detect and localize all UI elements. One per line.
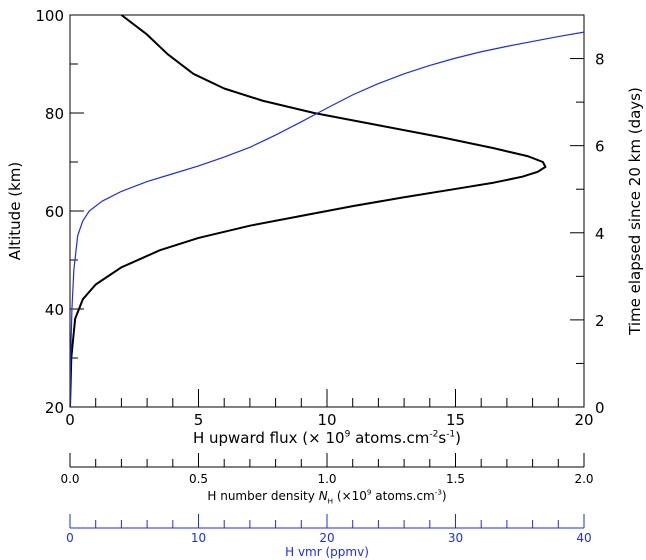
y-axis-right-label: Time elapsed since 20 km (days) xyxy=(626,87,644,336)
x-axis-label-part: H upward flux (× 10 xyxy=(193,429,345,447)
x-axis-label-part: 9 xyxy=(367,488,372,497)
x-axis-label-part: ) xyxy=(442,489,447,503)
x-density-tick-label: 1.5 xyxy=(446,472,465,486)
x-axis-label: H upward flux (× 109 atoms.cm-2s-1) xyxy=(193,429,461,447)
x-axis-label-part: 9 xyxy=(345,429,351,439)
series-line-flux xyxy=(70,15,547,407)
x-density-tick-label: 0.5 xyxy=(189,472,208,486)
series-line-vmr xyxy=(70,31,584,407)
x-vmr-tick-label: 0 xyxy=(66,531,74,545)
x-vmr-tick-label: 20 xyxy=(319,531,334,545)
x-flux-tick-label: 15 xyxy=(446,411,465,429)
x-axis-label: H number density NH (×109 atoms.cm-3) xyxy=(207,488,446,506)
y-left-tick-label: 100 xyxy=(35,7,64,25)
x-axis-label-part: -2 xyxy=(429,429,438,439)
x-axis-label-part: H vmr (ppmv) xyxy=(285,545,369,559)
x-vmr-tick-label: 30 xyxy=(448,531,463,545)
y-right-tick-label: 8 xyxy=(595,51,605,69)
x-axis-label-part: s xyxy=(438,429,446,447)
x-flux-tick-label: 0 xyxy=(65,411,75,429)
y-right-tick-label: 6 xyxy=(595,138,605,156)
x-vmr-tick-label: 40 xyxy=(576,531,591,545)
x-axis-label-part: atoms.cm xyxy=(371,489,434,503)
x-axis-label-part: ) xyxy=(455,429,461,447)
x-vmr-tick-label: 10 xyxy=(191,531,206,545)
x-axis-label-part: -1 xyxy=(446,429,455,439)
x-density-tick-label: 0.0 xyxy=(60,472,79,486)
y-axis-left-label: Altitude (km) xyxy=(6,162,24,260)
x-axis-label: H vmr (ppmv) xyxy=(285,545,369,559)
x-density-tick-label: 1.0 xyxy=(317,472,336,486)
y-left-tick-label: 80 xyxy=(45,105,64,123)
x-axis-vmr: 0 10 20 30 40 H vmr (ppmv) xyxy=(66,514,592,559)
x-axis-label-part: N xyxy=(319,489,328,503)
x-flux-tick-label: 5 xyxy=(194,411,204,429)
y-left-tick-label: 20 xyxy=(45,399,64,417)
x-flux-tick-label: 20 xyxy=(574,411,593,429)
x-axis-label-part: H number density xyxy=(207,489,318,503)
y-right-tick-label: 0 xyxy=(595,399,605,417)
x-axis-label-part: atoms.cm xyxy=(350,429,429,447)
right-y-axis: 0 2 4 6 8 xyxy=(570,14,605,417)
y-right-tick-label: 2 xyxy=(595,312,605,330)
x-flux-tick-label: 10 xyxy=(317,411,336,429)
y-left-tick-label: 60 xyxy=(45,203,64,221)
x-axis-number-density: 0.0 0.5 1.0 1.5 2.0 H number density NH (×109… xyxy=(60,453,594,506)
x-density-tick-label: 2.0 xyxy=(574,472,593,486)
x-axis-label-part: H xyxy=(328,497,333,506)
x-axis-label-part: (×10 xyxy=(333,489,367,503)
x-axis-label-part: -3 xyxy=(435,488,442,497)
series-group xyxy=(70,15,584,407)
y-left-tick-label: 40 xyxy=(45,301,64,319)
left-y-axis: 20 40 60 80 100 xyxy=(35,7,84,417)
x-axis-flux: 0 5 10 15 20 H upward flux (× 109 atoms.cm-2s… xyxy=(65,389,594,447)
y-right-tick-label: 4 xyxy=(595,225,605,243)
